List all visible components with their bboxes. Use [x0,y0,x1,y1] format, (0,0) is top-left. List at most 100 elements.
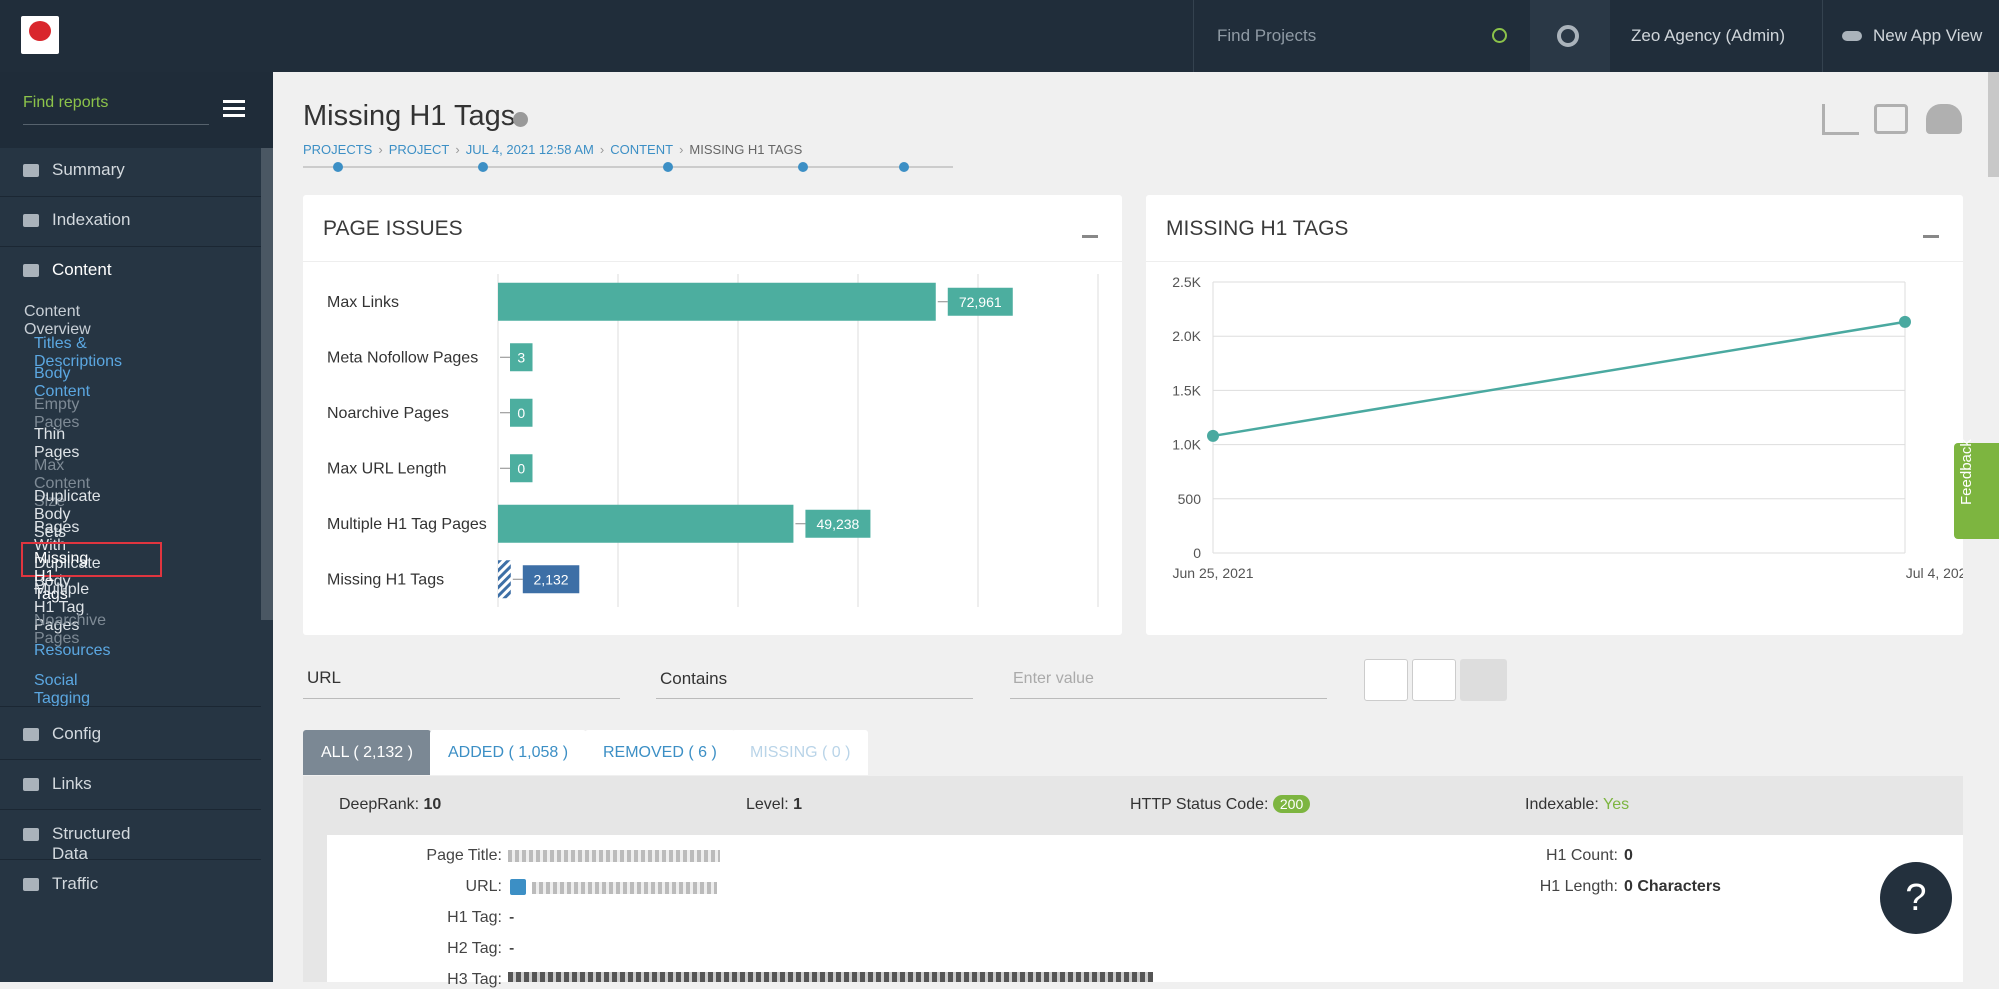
menu-bar [223,107,245,110]
separator: › [679,142,683,157]
separator [0,859,261,860]
category-label: Max Links [327,294,399,311]
field-label: H1 Count: [1500,847,1618,865]
toggle[interactable] [1842,31,1862,41]
breadcrumb-item[interactable]: PROJECT [389,142,450,157]
menu-button[interactable] [223,100,245,117]
search-button[interactable] [1460,659,1507,701]
delete-button[interactable] [1364,659,1408,701]
divider [1822,0,1823,72]
label: DeepRank: [339,796,419,813]
breadcrumb-item[interactable]: CONTENT [610,142,673,157]
breadcrumb-item[interactable]: JUL 4, 2021 12:58 AM [466,142,594,157]
category-label: Missing H1 Tags [327,571,444,588]
label: Indexable: [1525,796,1599,813]
field-label: H3 Tag: [330,971,502,989]
redacted [532,882,717,894]
status-badge: 200 [1273,795,1310,813]
category-label: Max URL Length [327,460,446,477]
menu-item[interactable]: Traffic [52,874,98,894]
field-label: H1 Tag: [330,909,502,927]
underline [656,698,973,699]
link-icon[interactable] [510,879,526,895]
icon [23,778,39,791]
field-label: H1 Length: [1500,878,1618,896]
icon [23,264,39,277]
indexable: Indexable: Yes [1525,796,1629,814]
operator-select[interactable]: Contains [660,669,727,689]
underline [303,698,620,699]
redacted [508,972,1153,982]
menu-item[interactable]: Structured Data [52,824,130,864]
separator [0,706,261,707]
separator [0,809,261,810]
separator [0,246,261,247]
menu-item[interactable]: Indexation [52,210,130,230]
chart-button[interactable] [1822,104,1859,135]
breadcrumb-dot [663,162,673,172]
icon [23,878,39,891]
share-button[interactable] [1874,104,1908,134]
menu-item[interactable]: Content [52,260,112,280]
account-menu[interactable]: Zeo Agency (Admin) [1631,26,1785,46]
breadcrumb: PROJECTS › PROJECT › JUL 4, 2021 12:58 AM › CO… [303,142,802,157]
add-button[interactable] [1412,659,1456,701]
breadcrumb-item[interactable]: PROJECTS [303,142,372,157]
menu-item[interactable]: Links [52,774,92,794]
field-select[interactable]: URL [307,668,341,688]
label: Level: [746,796,789,813]
breadcrumb-item: MISSING H1 TAGS [689,142,802,157]
app-view-toggle[interactable]: New App View [1873,26,1982,46]
menu-subitem[interactable]: Content Overview [24,303,91,339]
icon [23,828,39,841]
page-scrollbar [1988,72,1999,177]
separator [0,196,261,197]
field-value: - [509,940,514,958]
field-label: Page Title: [330,847,502,865]
separator: › [455,142,459,157]
breadcrumb-track [303,166,953,168]
underline [1010,698,1327,699]
value-input[interactable]: Enter value [1013,670,1094,688]
y-tick-label: 1.5K [1172,382,1201,398]
y-tick-label: 1.0K [1172,437,1201,453]
report-search[interactable]: Find reports [23,94,108,112]
feedback-label[interactable]: Feedback [1958,439,1975,505]
redacted [508,850,720,862]
bar [498,560,511,598]
project-search[interactable]: Find Projects [1217,26,1316,46]
tab[interactable]: MISSING ( 0 ) [732,730,868,775]
menu-group[interactable]: Social Tagging [34,672,90,708]
data-point [1899,316,1911,328]
menu-group[interactable]: Resources [34,642,110,660]
icon [23,164,39,177]
separator: › [600,142,604,157]
tab-active[interactable]: ALL ( 2,132 ) [303,730,431,775]
icon [23,728,39,741]
category-label: Meta Nofollow Pages [327,349,478,366]
logo[interactable] [21,16,59,54]
feedback-tab[interactable]: Feedback [1954,443,1999,539]
value: Yes [1603,796,1629,813]
value: 1 [793,796,802,813]
data-point [1207,430,1219,442]
menu-item[interactable]: Config [52,724,101,744]
value: 10 [424,796,442,813]
breadcrumb-dot [333,162,343,172]
info-icon[interactable] [513,112,528,127]
menu-item[interactable]: Summary [52,160,125,180]
settings-button[interactable] [1530,0,1610,72]
scrollbar [261,148,273,620]
search-icon[interactable] [1492,28,1507,43]
tab[interactable]: ADDED ( 1,058 ) [430,730,586,775]
value-label: 0 [517,405,525,421]
tab[interactable]: REMOVED ( 6 ) [585,730,735,775]
help-button[interactable]: ? [1880,862,1952,934]
search-underline [23,124,209,125]
users-button[interactable] [1926,104,1962,134]
value-label: 49,238 [817,516,860,532]
